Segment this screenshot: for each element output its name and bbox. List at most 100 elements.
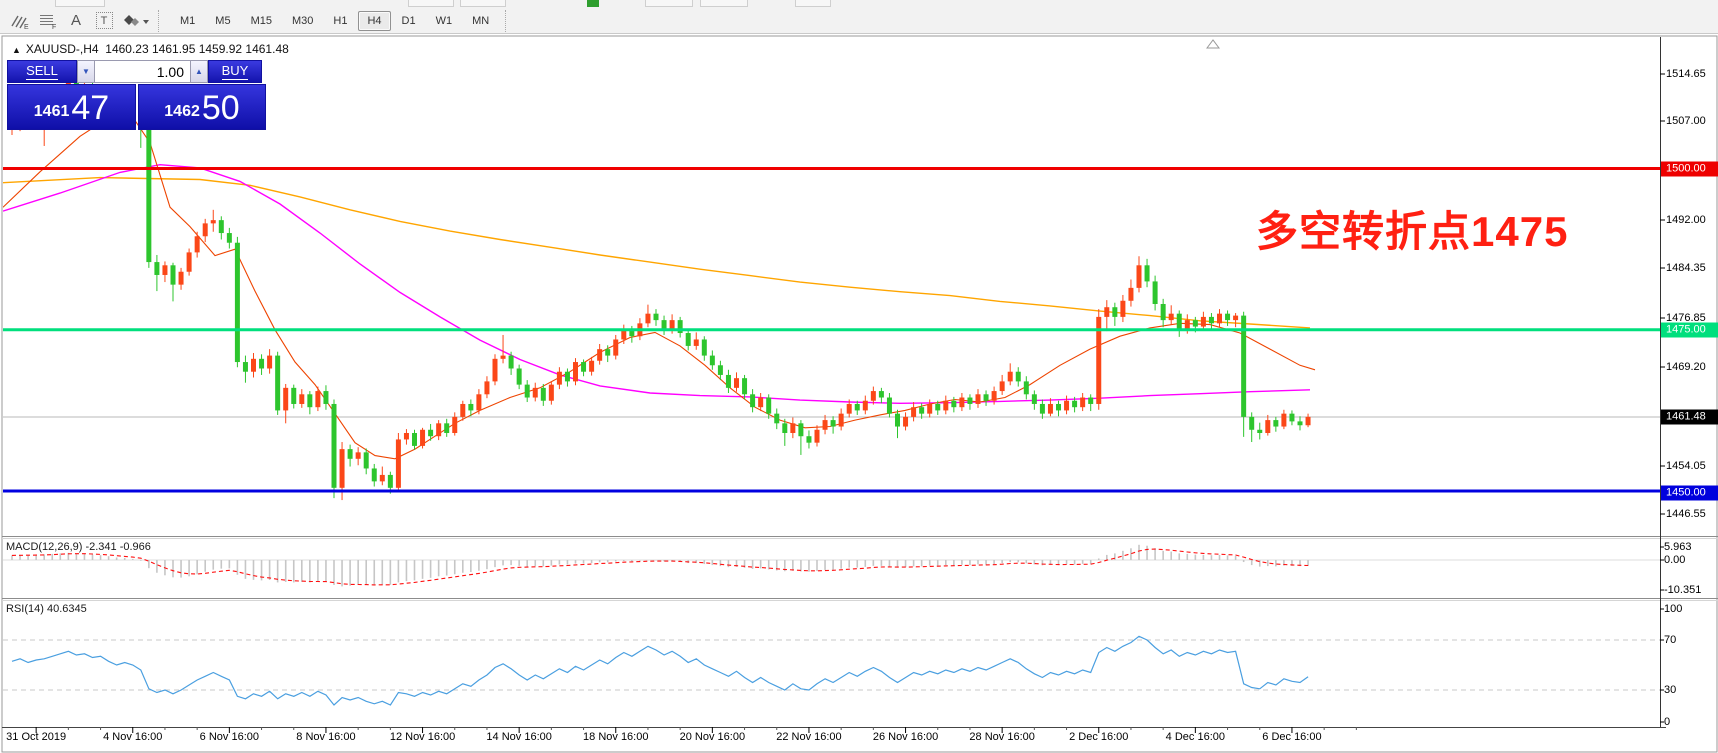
drawing-tools-group: E F A T — [6, 7, 154, 34]
text-box-icon[interactable]: T — [91, 10, 117, 32]
timeframe-button-m15[interactable]: M15 — [250, 14, 272, 27]
candle-body — [597, 349, 603, 361]
timeframe-button-d1[interactable]: D1 — [401, 14, 416, 27]
ask-price-box[interactable]: 1462 50 — [138, 84, 266, 130]
chart-annotation-text: 多空转折点1475 — [1256, 208, 1569, 255]
svg-text:E: E — [24, 24, 29, 30]
candle-body — [1047, 403, 1053, 414]
candle-body — [1208, 316, 1214, 324]
volume-decrease-button[interactable]: ▼ — [77, 60, 95, 83]
price-badge-1500.00: 1500.00 — [1661, 161, 1718, 177]
candle-body — [774, 413, 780, 424]
candle-body — [387, 474, 393, 488]
candle-body — [452, 416, 458, 433]
macd-plot — [3, 544, 1660, 587]
candle-body — [476, 394, 482, 411]
expert-chart-icon[interactable]: E — [7, 10, 33, 32]
price-badge-1475.00: 1475.00 — [1661, 322, 1718, 338]
price-badge-1461.48: 1461.48 — [1661, 409, 1718, 425]
candle-body — [983, 394, 989, 401]
candle-body — [919, 407, 925, 414]
candle-body — [742, 378, 748, 395]
main-chart-plot — [3, 74, 1660, 501]
date-tick-label: 6 Nov 16:00 — [199, 731, 260, 743]
candle-body — [1192, 320, 1198, 327]
candle-body — [1160, 303, 1166, 321]
rsi-plot — [3, 635, 1660, 706]
grid-fill-icon[interactable]: F — [35, 10, 61, 32]
chart-shift-marker-icon[interactable] — [1206, 39, 1220, 49]
candle-body — [412, 432, 417, 446]
sell-button[interactable]: SELL — [7, 60, 77, 83]
candle-body — [186, 252, 192, 272]
candle-body — [653, 313, 659, 321]
candle-body — [1225, 313, 1231, 321]
candle-body — [1168, 313, 1174, 321]
candle-body — [234, 242, 240, 363]
bid-price-box[interactable]: 1461 47 — [7, 84, 136, 130]
candle-body — [782, 423, 788, 433]
candle-body — [403, 432, 409, 440]
candle-body — [758, 397, 764, 408]
candle-body — [492, 358, 498, 382]
timeframe-button-m5[interactable]: M5 — [215, 14, 231, 27]
candle-body — [685, 333, 691, 346]
shapes-icon[interactable] — [119, 10, 153, 32]
candle-body — [275, 355, 281, 411]
timeframe-button-mn[interactable]: MN — [472, 14, 490, 27]
candle-body — [854, 403, 860, 411]
candle-body — [629, 329, 635, 337]
candle-body — [605, 349, 611, 356]
candle-body — [717, 365, 723, 375]
macd-axis-label: 5.963 — [1664, 541, 1692, 553]
candle-body — [524, 384, 530, 398]
buy-button[interactable]: BUY — [208, 60, 262, 83]
date-tick-label: 26 Nov 16:00 — [872, 731, 939, 743]
price-tick-label: 1469.20 — [1666, 361, 1706, 373]
one-click-trade-panel: SELL ▼ ▲ BUY 1461 47 1462 50 — [7, 60, 266, 130]
candle-body — [750, 394, 756, 408]
volume-increase-button[interactable]: ▲ — [190, 60, 208, 83]
candle-body — [170, 265, 176, 285]
volume-input[interactable] — [95, 60, 190, 83]
date-tick-label: 20 Nov 16:00 — [679, 731, 746, 743]
candle-body — [226, 233, 232, 243]
candle-body — [1007, 371, 1013, 382]
candle-body — [1249, 416, 1255, 430]
candle-body — [911, 407, 917, 417]
candle-body — [766, 397, 772, 414]
price-badge-1450.00: 1450.00 — [1661, 485, 1718, 501]
toolbar-top-partial-button — [55, 0, 105, 7]
candle-body — [701, 339, 707, 356]
candle-body — [1273, 420, 1279, 427]
candle-body — [886, 397, 892, 414]
candle-body — [677, 320, 683, 334]
timeframe-button-h4[interactable]: H4 — [358, 10, 391, 31]
candle-body — [975, 394, 981, 404]
candle-body — [1257, 429, 1263, 433]
timeframe-button-w1[interactable]: W1 — [435, 14, 453, 27]
candle-body — [428, 429, 434, 437]
toolbar-top-partial-button — [645, 0, 693, 7]
timeframe-button-h1[interactable]: H1 — [333, 14, 348, 27]
candle-body — [468, 403, 474, 411]
date-tick-label: 28 Nov 16:00 — [969, 731, 1035, 743]
timeframe-button-m30[interactable]: M30 — [291, 14, 314, 27]
candle-body — [516, 368, 522, 385]
candle-body — [154, 262, 160, 275]
chart-header: ▲ XAUUSD-,H4 1460.23 1461.95 1459.92 1461… — [12, 42, 289, 56]
candle-body — [951, 400, 957, 408]
date-tick-label: 31 Oct 2019 — [6, 731, 67, 743]
toolbar-separator — [505, 9, 513, 32]
candle-body — [331, 403, 337, 488]
price-tick-label: 1492.00 — [1666, 214, 1706, 226]
timeframe-button-m1[interactable]: M1 — [180, 14, 196, 27]
rsi-axis-label: 0 — [1664, 716, 1671, 728]
collapse-triangle-icon[interactable]: ▲ — [12, 45, 21, 55]
toolbar: E F A T — [0, 0, 1718, 34]
svg-text:F: F — [52, 24, 56, 30]
candle-body — [581, 362, 587, 372]
date-tick-label: 18 Nov 16:00 — [583, 731, 649, 743]
text-label-icon[interactable]: A — [70, 12, 81, 29]
candle-body — [371, 468, 377, 482]
